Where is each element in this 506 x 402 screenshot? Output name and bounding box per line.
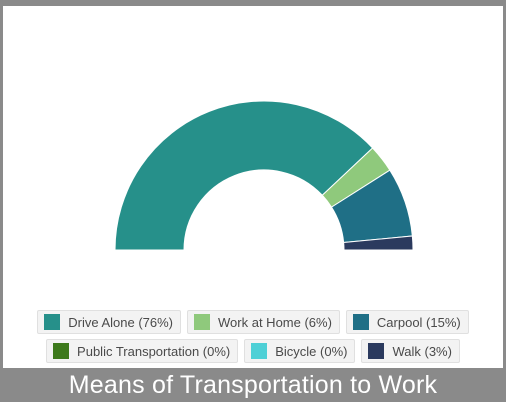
legend-item[interactable]: Bicycle (0%) (244, 339, 356, 363)
legend-label: Work at Home (6%) (218, 314, 332, 330)
legend-swatch (44, 314, 61, 330)
legend-label: Public Transportation (0%) (77, 343, 231, 359)
legend-label: Walk (3%) (392, 343, 452, 359)
legend-item[interactable]: Drive Alone (76%) (37, 310, 182, 334)
frame-top-border (0, 0, 506, 6)
frame-left-border (0, 0, 3, 402)
legend-row-1: Drive Alone (76%) Work at Home (6%) Carpoo… (0, 310, 506, 334)
slice-drive-alone[interactable] (114, 100, 374, 251)
legend-item[interactable]: Carpool (15%) (345, 310, 469, 334)
legend-item[interactable]: Walk (3%) (361, 339, 460, 363)
legend-swatch (53, 343, 70, 359)
legend-row-2: Public Transportation (0%) Bicycle (0%) Wa… (0, 339, 506, 363)
chart-title: Means of Transportation to Work (68, 370, 438, 399)
slice-walk[interactable] (343, 235, 414, 251)
legend-swatch (194, 314, 211, 330)
legend-swatch (251, 343, 268, 359)
legend-swatch (368, 343, 385, 359)
legend-label: Drive Alone (76%) (68, 314, 174, 330)
legend-item[interactable]: Work at Home (6%) (187, 310, 340, 334)
frame-right-border (503, 0, 506, 402)
legend-item[interactable]: Public Transportation (0%) (46, 339, 239, 363)
caption-bar: Means of Transportation to Work (0, 368, 506, 402)
legend-label: Bicycle (0%) (275, 343, 348, 359)
donut-chart (114, 100, 414, 251)
legend-label: Carpool (15%) (376, 314, 461, 330)
legend-swatch (352, 314, 369, 330)
